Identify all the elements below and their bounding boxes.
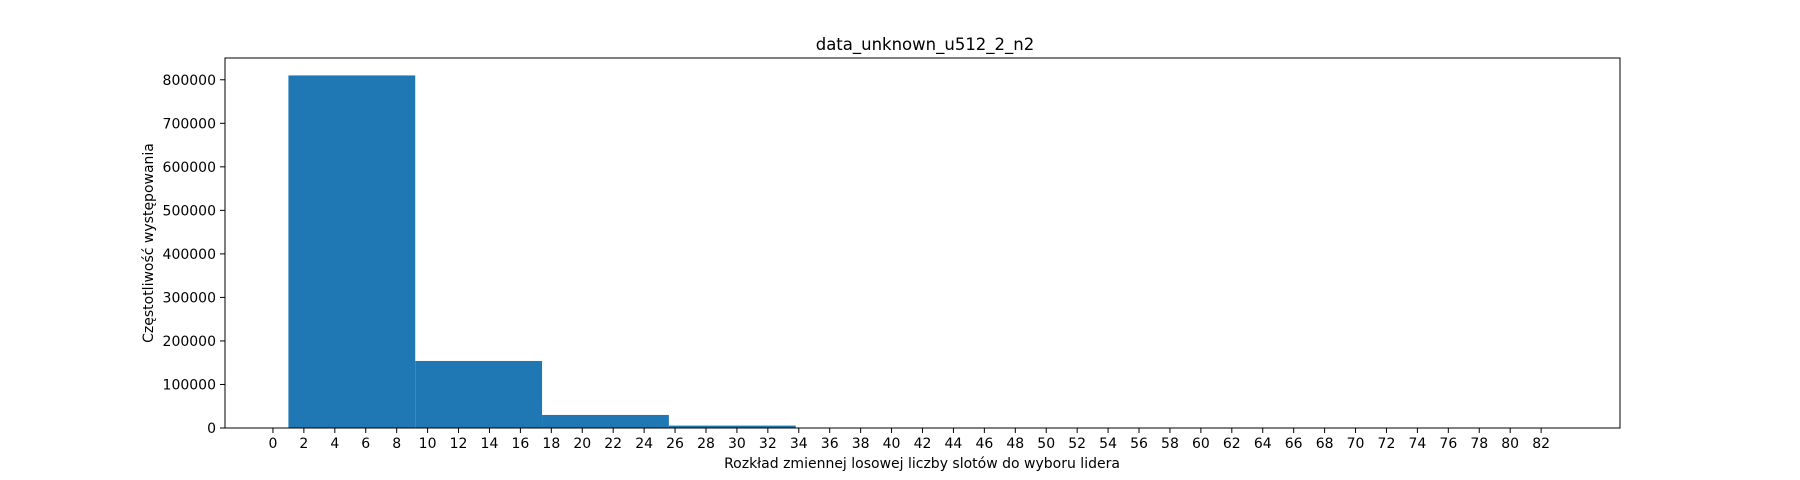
x-tick-label: 56 <box>1130 436 1148 452</box>
x-tick-label: 58 <box>1161 436 1179 452</box>
x-tick-label: 38 <box>852 436 870 452</box>
x-axis-label: Rozkład zmiennej losowej liczby slotów d… <box>724 456 1120 472</box>
x-tick-label: 82 <box>1532 436 1550 452</box>
x-tick-label: 60 <box>1192 436 1210 452</box>
x-tick-label: 66 <box>1285 436 1303 452</box>
y-axis: 0 100000 200000 300000 400000 500000 600000 700… <box>163 73 225 437</box>
x-tick-label: 28 <box>697 436 715 452</box>
x-tick-label: 48 <box>1006 436 1024 452</box>
histogram-bar-1 <box>415 360 543 428</box>
x-tick-label: 78 <box>1470 436 1488 452</box>
x-tick-label: 76 <box>1439 436 1457 452</box>
x-tick-label: 2 <box>299 436 308 452</box>
x-tick-label: 46 <box>975 436 993 452</box>
y-axis-label: Częstotliwość występowania <box>141 143 157 343</box>
x-tick-label: 0 <box>268 436 277 452</box>
x-tick-label: 6 <box>361 436 370 452</box>
x-tick-label: 52 <box>1068 436 1086 452</box>
x-tick-label: 12 <box>450 436 468 452</box>
y-tick-label: 600000 <box>163 160 216 176</box>
histogram-bar-0 <box>288 75 416 428</box>
y-tick-label: 200000 <box>163 334 216 350</box>
x-tick-label: 70 <box>1347 436 1365 452</box>
x-tick-label: 30 <box>728 436 746 452</box>
y-tick-label: 300000 <box>163 290 216 306</box>
x-tick-label: 68 <box>1316 436 1334 452</box>
x-tick-label: 74 <box>1408 436 1426 452</box>
x-tick-label: 26 <box>666 436 684 452</box>
x-tick-label: 40 <box>883 436 901 452</box>
y-tick-label: 400000 <box>163 247 216 263</box>
x-tick-label: 24 <box>635 436 653 452</box>
x-tick-label: 50 <box>1037 436 1055 452</box>
x-tick-label: 18 <box>542 436 560 452</box>
bars-group <box>288 75 1557 428</box>
x-tick-label: 44 <box>945 436 963 452</box>
y-tick-label: 700000 <box>163 116 216 132</box>
x-tick-label: 54 <box>1099 436 1117 452</box>
y-tick-label: 0 <box>207 421 216 437</box>
y-tick-label: 800000 <box>163 73 216 89</box>
x-tick-label: 64 <box>1254 436 1272 452</box>
x-tick-label: 36 <box>821 436 839 452</box>
x-tick-label: 72 <box>1378 436 1396 452</box>
histogram-bar-3 <box>668 425 796 428</box>
x-tick-label: 22 <box>604 436 622 452</box>
y-tick-label: 100000 <box>163 377 216 393</box>
x-tick-label: 34 <box>790 436 808 452</box>
x-tick-label: 80 <box>1501 436 1519 452</box>
y-tick-label: 500000 <box>163 203 216 219</box>
x-tick-label: 10 <box>419 436 437 452</box>
x-tick-label: 42 <box>914 436 932 452</box>
x-tick-label: 62 <box>1223 436 1241 452</box>
x-tick-label: 14 <box>481 436 499 452</box>
x-tick-label: 20 <box>573 436 591 452</box>
chart-title: data_unknown_u512_2_n2 <box>816 35 1035 55</box>
x-axis: 0 2 4 6 8 10 12 14 16 18 20 22 24 26 28 30 32 34 36 38 40 42 4… <box>268 428 1550 452</box>
x-tick-label: 8 <box>392 436 401 452</box>
histogram-bar-2 <box>542 414 669 428</box>
x-tick-label: 32 <box>759 436 777 452</box>
x-tick-label: 16 <box>511 436 529 452</box>
x-tick-label: 4 <box>330 436 339 452</box>
